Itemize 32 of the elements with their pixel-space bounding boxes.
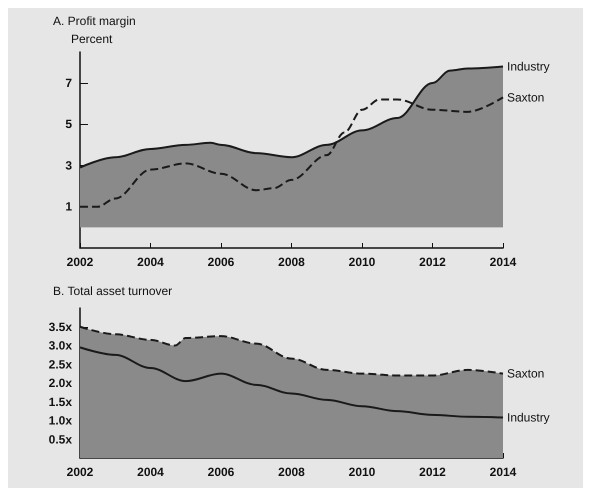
x-tick-label: 2002 xyxy=(66,465,94,479)
y-tick-label: 1 xyxy=(65,200,72,214)
y-tick-label: 3 xyxy=(65,158,72,172)
y-tick-label: 3.0x xyxy=(48,338,72,352)
x-tick-label: 2004 xyxy=(137,255,164,269)
x-tick-label: 2012 xyxy=(419,255,446,269)
x-tick-label: 2008 xyxy=(278,255,306,269)
y-tick-label: 1.5x xyxy=(48,394,72,409)
y-tick-label: 2.0x xyxy=(48,376,72,390)
y-axis-title: Percent xyxy=(71,32,114,46)
x-tick-label: 2002 xyxy=(66,255,94,269)
y-tick-label: 2.5x xyxy=(48,357,72,372)
x-tick-label: 2006 xyxy=(208,465,235,479)
y-tick-label: 0.5x xyxy=(48,432,72,446)
x-tick-label: 2014 xyxy=(490,465,517,479)
y-tick-label: 7 xyxy=(65,76,72,90)
x-tick-label: 2008 xyxy=(278,465,306,479)
y-tick-label: 5 xyxy=(65,117,72,132)
x-tick-label: 2012 xyxy=(419,465,446,479)
x-tick-label: 2006 xyxy=(208,255,235,269)
series-label: Saxton xyxy=(507,366,544,381)
x-tick-label: 2014 xyxy=(490,255,517,269)
series-label: Industry xyxy=(507,410,550,424)
y-tick-label: 3.5x xyxy=(48,320,72,334)
x-tick-label: 2010 xyxy=(348,255,376,269)
chart-title: B. Total asset turnover xyxy=(53,284,172,298)
x-tick-label: 2010 xyxy=(348,465,376,479)
x-tick-label: 2004 xyxy=(137,465,164,479)
series-label: Saxton xyxy=(507,90,544,104)
y-tick-label: 1.0x xyxy=(48,414,72,428)
chart-title: A. Profit margin xyxy=(53,14,136,28)
series-label: Industry xyxy=(507,59,550,74)
